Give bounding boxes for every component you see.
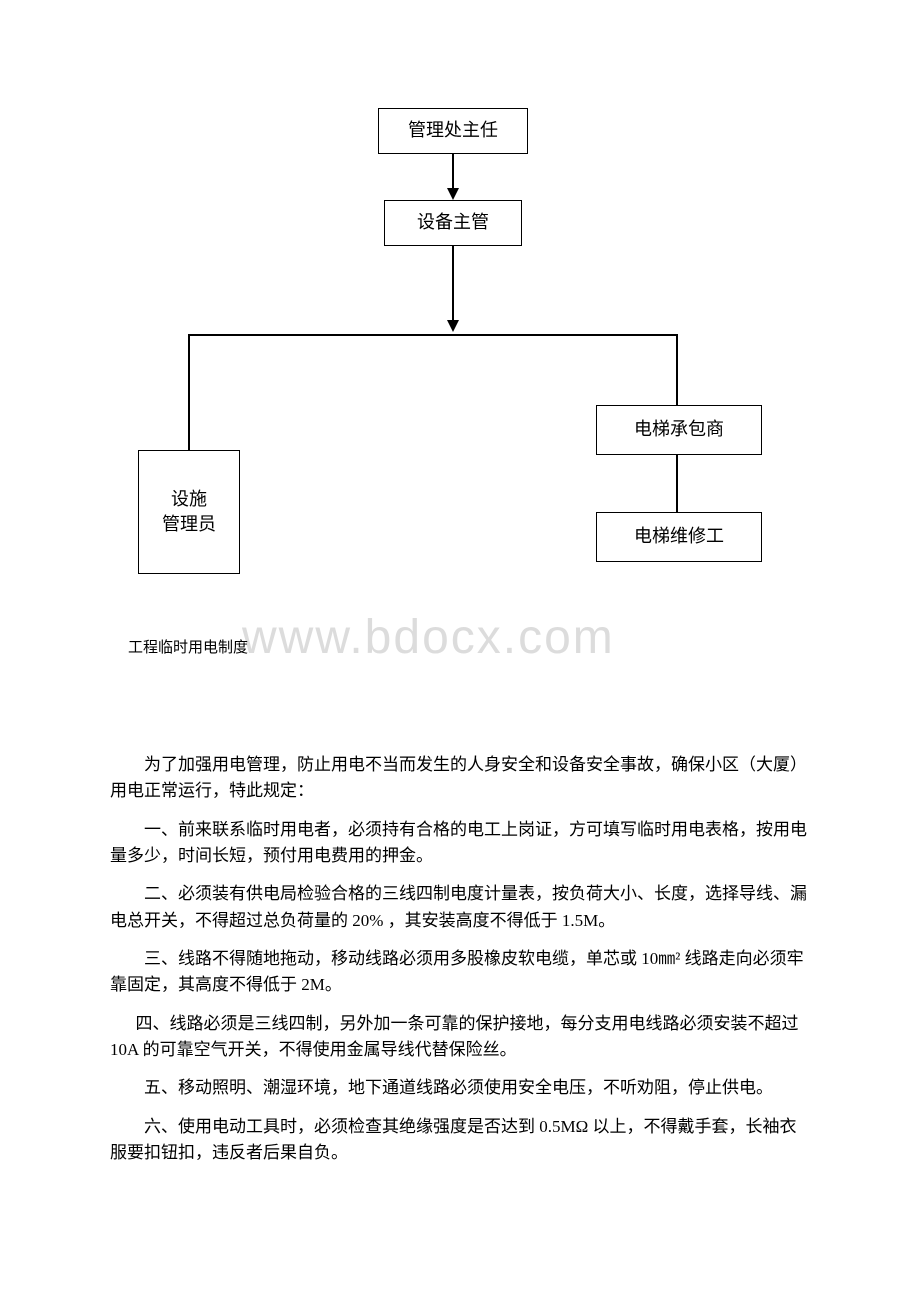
edge-bus-contractor [676, 334, 678, 405]
node-facility-label: 设施 管理员 [162, 487, 216, 537]
node-maintainer-label: 电梯维修工 [634, 524, 724, 549]
node-supervisor: 设备主管 [384, 200, 522, 246]
node-contractor-label: 电梯承包商 [634, 417, 724, 442]
node-maintainer: 电梯维修工 [596, 512, 762, 562]
arrow-director-supervisor [447, 188, 459, 200]
node-facility: 设施 管理员 [138, 450, 240, 574]
org-flowchart: 管理处主任 设备主管 设施 管理员 电梯承包商 电梯维修工 [0, 0, 920, 620]
para-5: 五、移动照明、潮湿环境，地下通道线路必须使用安全电压，不听劝阻，停止供电。 [110, 1075, 810, 1101]
edge-bus-facility [188, 334, 190, 450]
node-contractor: 电梯承包商 [596, 405, 762, 455]
para-3: 三、线路不得随地拖动，移动线路必须用多股橡皮软电缆，单芯或 10㎜² 线路走向必… [110, 946, 810, 999]
edge-contractor-maintainer [676, 455, 678, 512]
bus-line [188, 334, 678, 336]
arrow-supervisor-bus [447, 320, 459, 332]
node-director: 管理处主任 [378, 108, 528, 154]
edge-director-supervisor [452, 154, 454, 190]
node-supervisor-label: 设备主管 [417, 210, 489, 235]
para-4: 四、线路必须是三线四制，另外加一条可靠的保护接地，每分支用电线路必须安装不超过 … [110, 1011, 810, 1064]
para-1: 一、前来联系临时用电者，必须持有合格的电工上岗证，方可填写临时用电表格，按用电量… [110, 817, 810, 870]
section-heading: 工程临时用电制度 [128, 636, 248, 657]
node-director-label: 管理处主任 [408, 118, 498, 143]
para-6: 六、使用电动工具时，必须检查其绝缘强度是否达到 0.5MΩ 以上，不得戴手套，长… [110, 1114, 810, 1167]
body-text: 为了加强用电管理，防止用电不当而发生的人身安全和设备安全事故，确保小区（大厦）用… [110, 752, 810, 1178]
para-2: 二、必须装有供电局检验合格的三线四制电度计量表，按负荷大小、长度，选择导线、漏电… [110, 881, 810, 934]
section-heading-text: 工程临时用电制度 [128, 640, 248, 656]
para-0: 为了加强用电管理，防止用电不当而发生的人身安全和设备安全事故，确保小区（大厦）用… [110, 752, 810, 805]
edge-supervisor-bus [452, 246, 454, 322]
